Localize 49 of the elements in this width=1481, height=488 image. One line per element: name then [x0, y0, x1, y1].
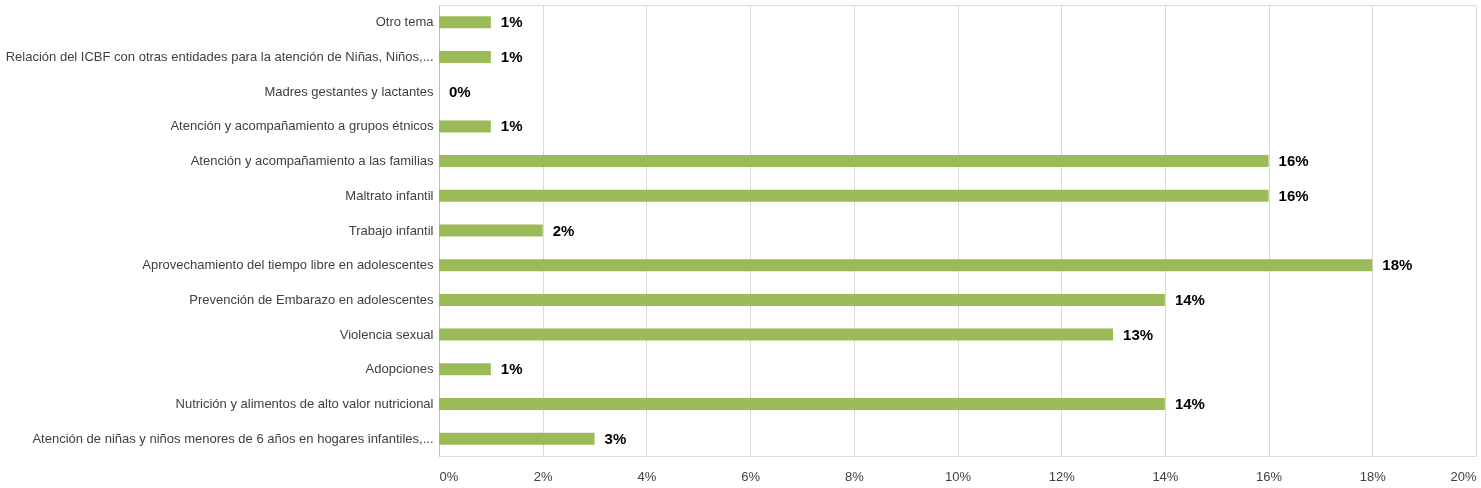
- y-tick-label: Prevención de Embarazo en adolescentes: [189, 291, 434, 307]
- y-tick-label: Otro tema: [375, 14, 435, 30]
- data-label: 18%: [1382, 256, 1413, 274]
- data-label: 16%: [1278, 186, 1309, 204]
- x-tick-label: 0%: [439, 468, 459, 484]
- x-tick-label: 18%: [1359, 468, 1387, 484]
- y-tick-label: Relación del ICBF con otras entidades para la atención de Niñas, Niños,...: [5, 49, 434, 65]
- y-tick-label: Violencia sexual: [339, 326, 434, 342]
- x-tick-label: 10%: [944, 468, 972, 484]
- data-label: 1%: [500, 117, 523, 135]
- x-tick-label: 20%: [1450, 468, 1477, 484]
- bar: [439, 51, 491, 64]
- y-tick-label: Madres gestantes y lactantes: [264, 83, 434, 99]
- data-label: 3%: [604, 429, 627, 447]
- y-tick-label: Maltrato infantil: [345, 187, 434, 203]
- data-label: 16%: [1278, 152, 1309, 170]
- data-label: 14%: [1174, 394, 1205, 412]
- x-tick-label: 6%: [741, 468, 761, 484]
- bar: [439, 293, 1165, 306]
- bar: [439, 16, 491, 29]
- data-label: 2%: [552, 221, 575, 239]
- bar: [439, 224, 543, 237]
- x-tick-label: 16%: [1256, 468, 1283, 484]
- x-tick-label: 2%: [533, 468, 554, 484]
- bar: [439, 189, 1269, 202]
- y-tick-label: Atención y acompañamiento a grupos étnicos: [170, 118, 434, 134]
- bar: [439, 120, 491, 133]
- bar: [439, 432, 595, 445]
- data-label: 13%: [1123, 325, 1154, 343]
- data-label: 14%: [1174, 290, 1205, 308]
- y-tick-label: Atención de niñas y niños menores de 6 años en hogares infantiles,...: [32, 430, 434, 446]
- x-tick-label: 14%: [1152, 468, 1179, 484]
- bar: [439, 259, 1373, 272]
- bar: [439, 363, 491, 376]
- y-tick-label: Aprovechamiento del tiempo libre en adolescentes: [142, 257, 434, 273]
- x-tick-label: 12%: [1048, 468, 1076, 484]
- data-label: 0%: [449, 82, 471, 100]
- y-tick-label: Atención y acompañamiento a las familias: [190, 153, 434, 169]
- x-tick-label: 8%: [844, 468, 865, 484]
- y-tick-label: Nutrición y alimentos de alto valor nutricional: [175, 395, 434, 411]
- data-label: 1%: [500, 360, 523, 378]
- bar: [439, 397, 1165, 410]
- data-label: 1%: [500, 13, 523, 31]
- data-label: 1%: [500, 48, 523, 66]
- y-tick-label: Trabajo infantil: [348, 222, 434, 238]
- x-tick-label: 4%: [637, 468, 657, 484]
- y-tick-label: Adopciones: [365, 361, 434, 377]
- bar: [439, 328, 1114, 341]
- bar: [439, 155, 1269, 168]
